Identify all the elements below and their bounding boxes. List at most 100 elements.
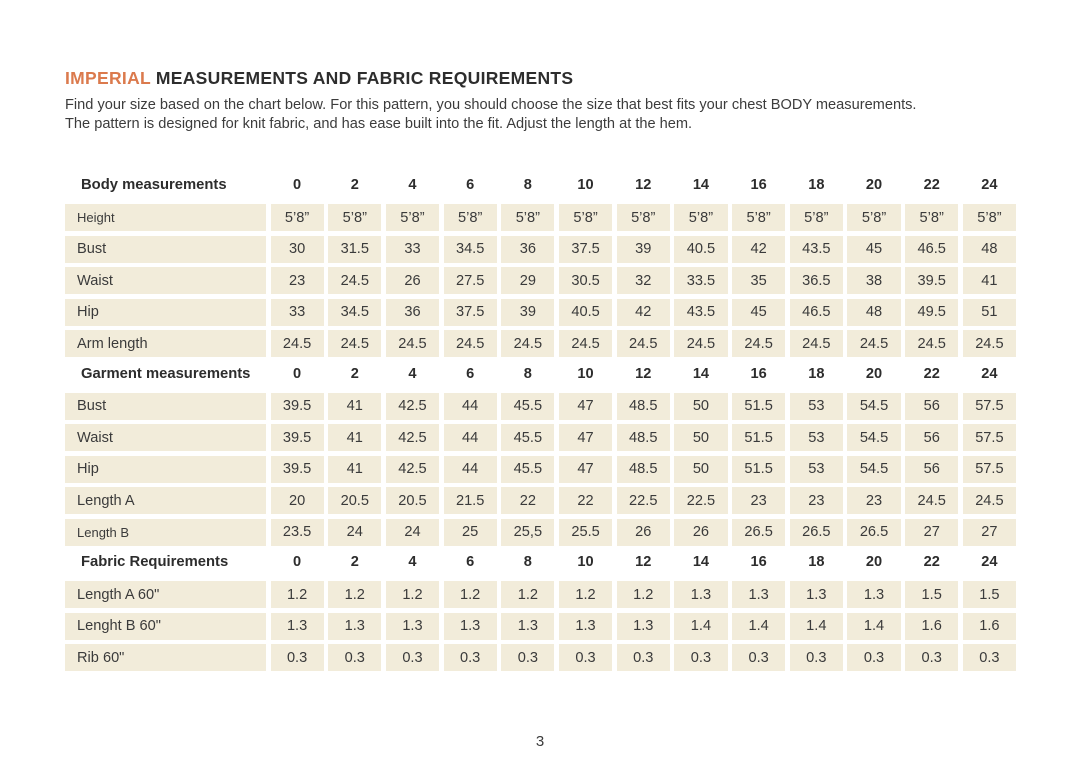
value-cell: 42.5 [385,455,440,483]
row-label: Hip [65,298,266,326]
value-cell: 5’8” [674,204,728,232]
value-cell: 44 [443,455,497,483]
value-cell: 1.2 [616,581,670,609]
size-column-header: 4 [408,177,417,194]
value-cell: 45.5 [501,424,555,452]
page-content: IMPERIAL MEASUREMENTS AND FABRIC REQUIRE… [65,68,1016,672]
row-label: Bust [65,235,266,263]
value-cell: 1.3 [443,612,497,640]
value-cell: 33.5 [674,267,728,295]
value-cell: 26.5 [847,518,901,546]
value-cell: 1.3 [270,612,324,640]
value-cell: 0.3 [385,644,440,672]
table-row: Arm length 24.5 24.5 24.5 24.5 24.5 24.5 24.5 24… [65,330,1016,358]
value-cell: 27 [962,518,1016,546]
value-cell: 57.5 [962,392,1016,420]
value-cell: 38 [847,267,901,295]
value-cell: 41 [962,267,1016,295]
size-column-header: 2 [350,365,359,382]
value-cell: 47 [558,392,613,420]
value-cell: 0.3 [847,644,901,672]
value-cell: 46.5 [789,298,843,326]
value-cell: 0.3 [328,644,382,672]
value-cell: 1.3 [847,581,901,609]
value-cell: 24.5 [385,330,440,358]
value-cell: 57.5 [962,455,1016,483]
value-cell: 41 [328,424,382,452]
size-column-header: 24 [981,365,998,382]
value-cell: 24.5 [789,330,843,358]
table-row: Length B 23.5 24 24 25 25,5 25.5 26 26 26.5 26.5 26… [65,518,1016,546]
intro-line-1: Find your size based on the chart below.… [65,97,917,113]
value-cell: 24.5 [443,330,497,358]
row-label: Length B [65,518,266,546]
value-cell: 26 [674,518,728,546]
value-cell: 54.5 [847,455,901,483]
value-cell: 24.5 [732,330,786,358]
value-cell: 5’8” [443,204,497,232]
value-cell: 39.5 [270,392,324,420]
intro-line-2: The pattern is designed for knit fabric,… [65,115,693,132]
value-cell: 26 [385,267,440,295]
size-column-header: 24 [981,554,998,571]
row-label: Lenght B 60" [65,612,266,640]
value-cell: 24.5 [905,487,959,515]
value-cell: 50 [674,455,728,483]
table-row: Hip 39.5 41 42.5 44 45.5 47 48.5 50 51.5 53 54.5 56 5… [65,455,1016,483]
row-label: Arm length [65,330,266,358]
value-cell: 39.5 [905,267,959,295]
value-cell: 39 [616,235,670,263]
value-cell: 0.3 [616,644,670,672]
size-column-header: 18 [808,365,825,382]
value-cell: 42.5 [385,424,440,452]
value-cell: 51.5 [732,392,786,420]
table-row: Height 5’8” 5’8” 5’8” 5’8” 5’8” 5’8” 5’8” 5’8” 5’… [65,204,1016,232]
value-cell: 46.5 [905,235,959,263]
row-label: Waist [65,424,266,452]
value-cell: 39.5 [270,455,324,483]
table-row: Waist 39.5 41 42.5 44 45.5 47 48.5 50 51.5 53 54.5 5… [65,424,1016,452]
value-cell: 23 [270,267,324,295]
value-cell: 5’8” [558,204,613,232]
value-cell: 1.3 [674,581,728,609]
value-cell: 41 [328,455,382,483]
section-title: Fabric Requirements [81,554,229,571]
value-cell: 30 [270,235,324,263]
value-cell: 5’8” [385,204,440,232]
value-cell: 1.5 [962,581,1016,609]
value-cell: 48 [962,235,1016,263]
value-cell: 23 [789,487,843,515]
value-cell: 24.5 [270,330,324,358]
value-cell: 1.4 [732,612,786,640]
value-cell: 51.5 [732,424,786,452]
section-title: Body measurements [81,177,227,194]
value-cell: 26.5 [732,518,786,546]
value-cell: 25.5 [558,518,613,546]
value-cell: 1.4 [674,612,728,640]
value-cell: 26.5 [789,518,843,546]
table-row: Bust 39.5 41 42.5 44 45.5 47 48.5 50 51.5 53 54.5 56… [65,392,1016,420]
size-column-header: 2 [350,177,359,194]
table-row: Lenght B 60" 1.3 1.3 1.3 1.3 1.3 1.3 1.3 1.4 1.4 1… [65,612,1016,640]
value-cell: 0.3 [270,644,324,672]
value-cell: 51.5 [732,455,786,483]
size-column-header: 20 [865,177,883,194]
value-cell: 1.6 [962,612,1016,640]
section-header-row: Body measurements 0 2 4 6 8 10 12 14 16 18 20 22 24 [65,173,1016,197]
size-column-header: 14 [692,554,710,571]
value-cell: 22 [558,487,613,515]
value-cell: 54.5 [847,424,901,452]
value-cell: 50 [674,392,728,420]
size-column-header: 14 [692,177,710,194]
page-number: 3 [535,733,545,750]
page-title: IMPERIAL MEASUREMENTS AND FABRIC REQUIRE… [65,68,1016,89]
size-column-header: 8 [523,177,532,194]
title-rest: MEASUREMENTS AND FABRIC REQUIREMENTS [150,68,574,88]
value-cell: 24.5 [674,330,728,358]
row-label: Bust [65,392,266,420]
value-cell: 49.5 [905,298,959,326]
intro-text: Find your size based on the chart below.… [65,96,1016,133]
value-cell: 5’8” [616,204,670,232]
size-column-header: 16 [750,554,767,571]
value-cell: 23 [847,487,901,515]
